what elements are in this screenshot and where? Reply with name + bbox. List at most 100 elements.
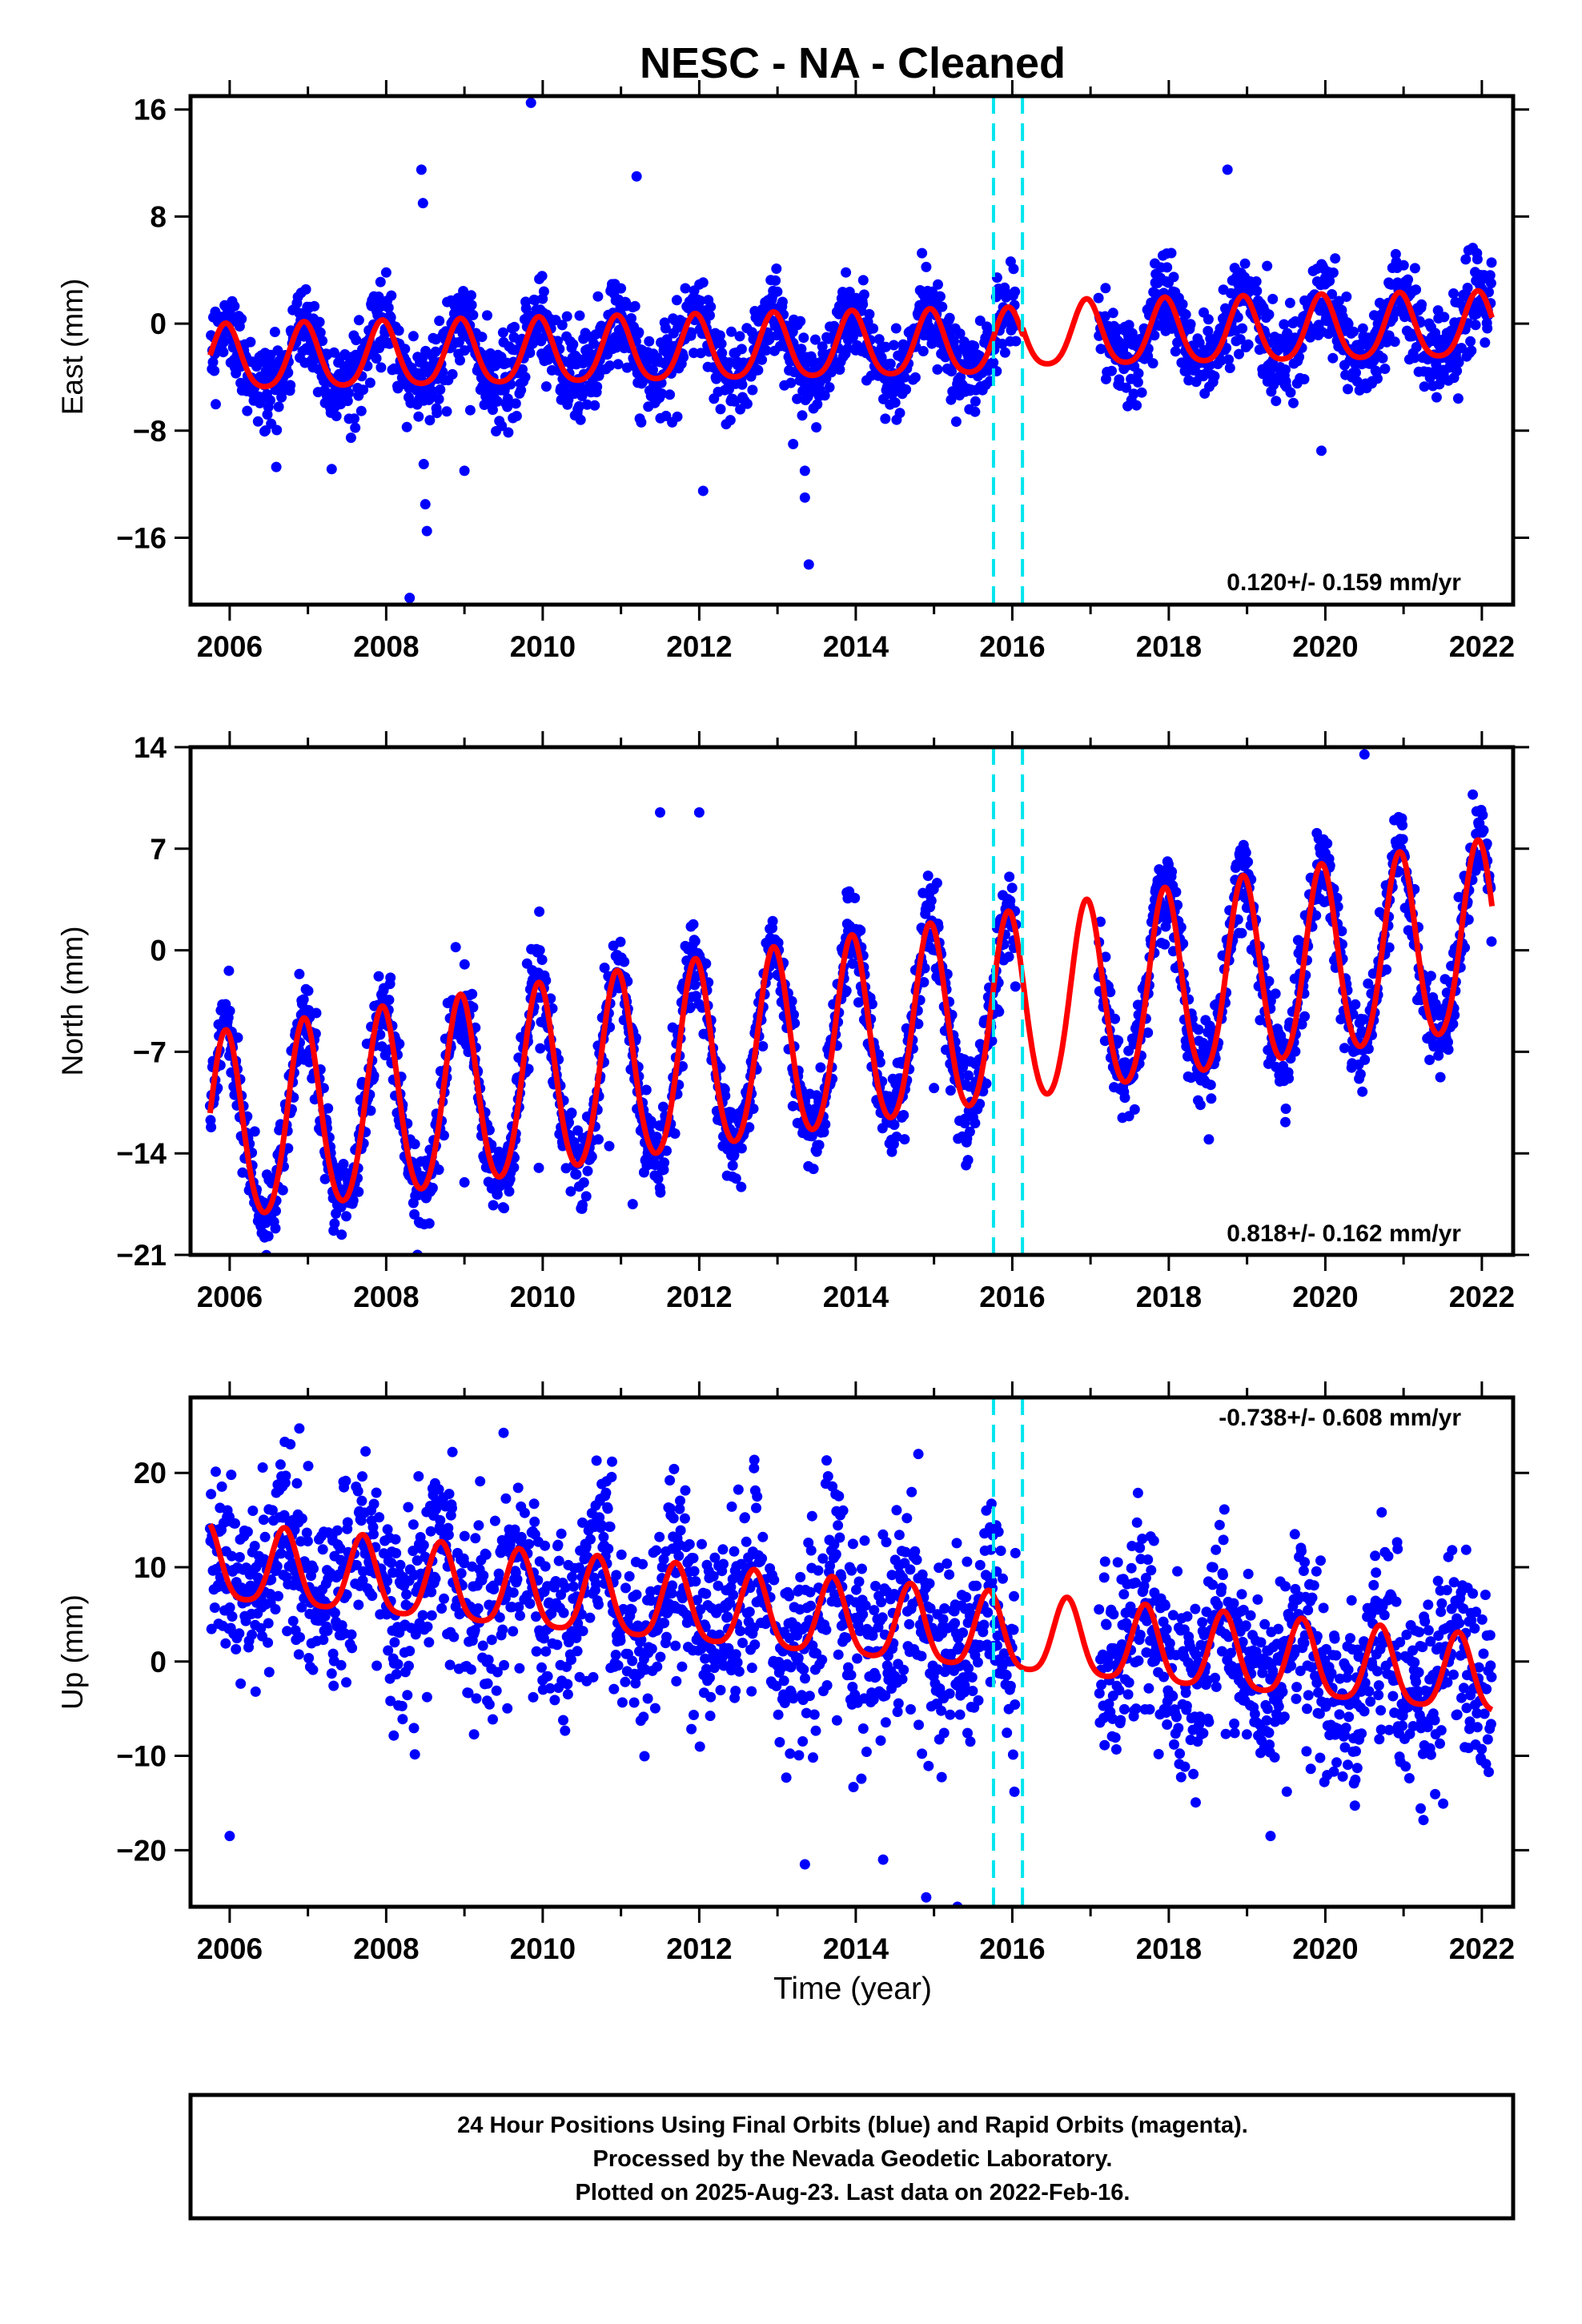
data-point [813, 1140, 825, 1151]
data-point [527, 338, 538, 349]
data-point [383, 302, 394, 313]
data-point [1279, 319, 1290, 330]
data-point [271, 1561, 283, 1572]
data-point [1131, 400, 1142, 411]
data-point [358, 384, 369, 396]
data-point [644, 336, 655, 347]
data-point [1448, 288, 1459, 299]
data-point [917, 346, 929, 356]
data-point [318, 1634, 329, 1646]
data-point [226, 1470, 237, 1481]
data-point [581, 399, 592, 410]
data-point [1206, 1093, 1217, 1104]
x-tick-label: 2016 [979, 630, 1045, 663]
data-point [1168, 271, 1179, 283]
data-point [357, 1471, 367, 1482]
data-point [1465, 336, 1476, 347]
data-point [371, 1487, 382, 1498]
data-point [1251, 285, 1263, 296]
x-tick-label: 2020 [1292, 630, 1358, 663]
data-point [656, 388, 668, 400]
data-point [245, 336, 256, 348]
data-point [468, 309, 479, 320]
data-point [798, 332, 809, 344]
data-point [371, 1660, 383, 1671]
data-point [252, 416, 263, 427]
data-point [224, 1005, 235, 1016]
data-point [352, 1486, 363, 1497]
data-point [589, 400, 600, 411]
data-point [453, 336, 464, 348]
data-point [1322, 838, 1333, 849]
data-point [1005, 895, 1016, 907]
outlier-point [459, 465, 470, 476]
data-point [1095, 344, 1106, 355]
x-tick-label: 2022 [1449, 1281, 1515, 1313]
data-point [1480, 337, 1491, 348]
data-point [1397, 834, 1408, 845]
data-point [303, 1653, 315, 1663]
data-point [1008, 263, 1019, 275]
data-point [824, 382, 835, 393]
data-point [538, 286, 549, 297]
data-point [1357, 1086, 1368, 1097]
data-point [1224, 363, 1235, 373]
north-data-points [204, 749, 1497, 1255]
data-point [285, 1439, 296, 1449]
data-point [1460, 254, 1472, 265]
data-point [566, 1108, 577, 1119]
data-point [672, 411, 683, 422]
data-point [516, 384, 527, 396]
data-point [1299, 374, 1310, 384]
data-point [946, 394, 957, 405]
data-point [1456, 343, 1467, 354]
data-point [950, 416, 962, 427]
data-point [705, 301, 717, 312]
data-point [277, 1184, 288, 1196]
up-data-points [204, 1397, 1497, 1907]
data-point [1431, 392, 1442, 403]
data-point [1243, 856, 1254, 867]
y-tick-label: 16 [134, 94, 167, 127]
outlier-point [627, 1199, 638, 1210]
data-point [857, 299, 869, 310]
data-point [811, 422, 822, 433]
data-point [356, 1495, 367, 1506]
north-rate-label: 0.818+/- 0.162 mm/yr [1227, 1220, 1461, 1247]
data-point [1271, 396, 1282, 407]
data-point [1006, 883, 1018, 894]
data-point [300, 283, 311, 295]
data-point [612, 359, 624, 370]
y-tick-label: 8 [150, 200, 167, 233]
data-point [796, 344, 807, 355]
data-point [1452, 365, 1463, 376]
data-point [259, 1531, 271, 1542]
data-point [592, 381, 603, 392]
data-point [899, 372, 910, 383]
data-point [777, 296, 788, 308]
data-point [736, 1143, 747, 1154]
data-point [715, 404, 726, 415]
outlier-point [421, 525, 432, 537]
data-point [933, 279, 943, 290]
data-point [849, 892, 861, 903]
outlier-point [693, 807, 705, 818]
data-point [296, 1513, 307, 1524]
data-point [1472, 254, 1483, 265]
data-point [272, 345, 283, 356]
data-point [326, 1668, 337, 1679]
data-point [573, 400, 584, 412]
data-point [1424, 1055, 1435, 1065]
data-point [502, 393, 513, 404]
data-point [833, 308, 845, 320]
data-point [1283, 1073, 1295, 1084]
data-point [1170, 346, 1181, 357]
data-point [726, 326, 737, 337]
data-point [962, 1155, 974, 1166]
data-point [1409, 263, 1420, 274]
data-point [970, 396, 981, 407]
data-point [729, 396, 741, 407]
data-point [353, 315, 364, 326]
data-point [582, 1165, 593, 1176]
data-point [741, 398, 753, 409]
